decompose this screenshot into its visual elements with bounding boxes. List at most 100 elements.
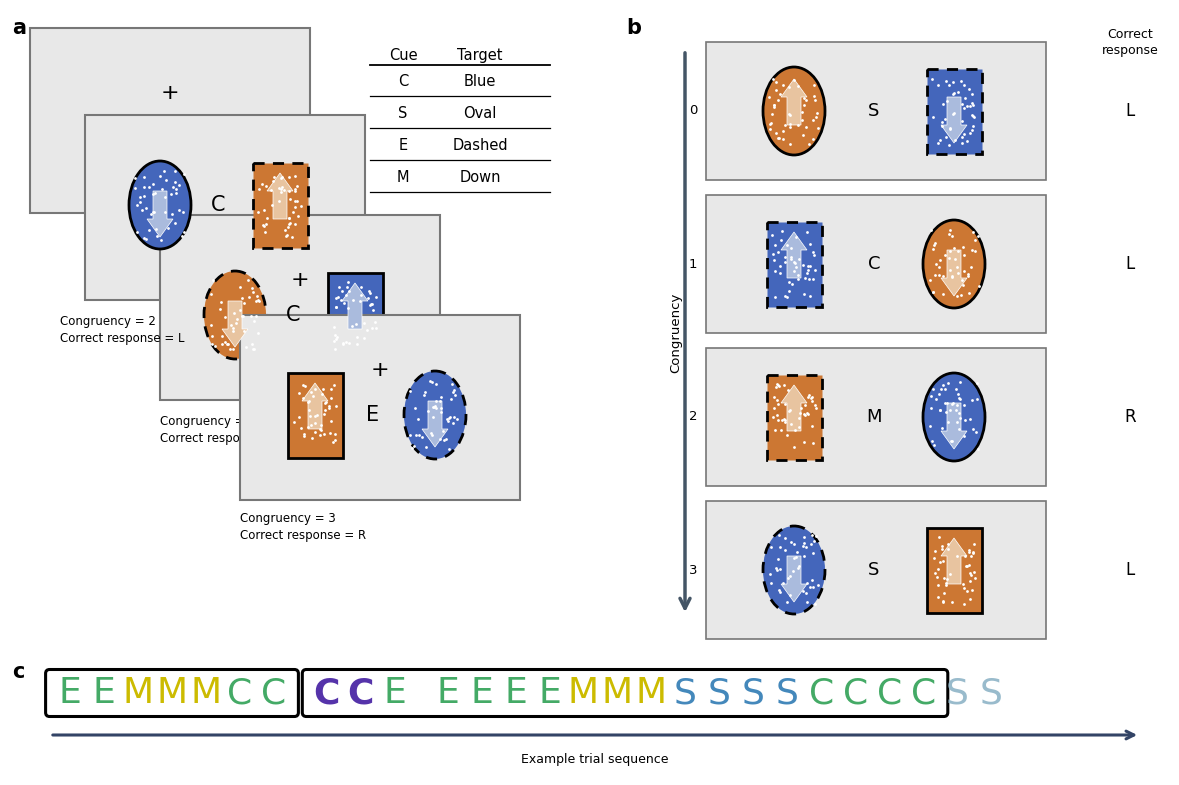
Text: Down: Down (460, 170, 501, 185)
Text: E: E (59, 676, 81, 710)
FancyBboxPatch shape (29, 28, 310, 213)
FancyBboxPatch shape (241, 315, 520, 500)
FancyBboxPatch shape (766, 221, 822, 306)
Text: L: L (1126, 102, 1134, 120)
FancyArrow shape (941, 403, 967, 449)
Text: S: S (707, 676, 731, 710)
Text: S: S (742, 676, 765, 710)
Text: C: C (348, 676, 374, 710)
FancyArrow shape (941, 538, 967, 584)
FancyBboxPatch shape (706, 348, 1046, 486)
Text: 0: 0 (689, 104, 697, 118)
FancyArrow shape (780, 232, 806, 278)
Text: L: L (1126, 561, 1134, 579)
Text: M: M (601, 676, 633, 710)
Text: E: E (470, 676, 493, 710)
Text: Blue: Blue (463, 75, 496, 89)
Text: 2: 2 (689, 411, 697, 423)
Text: a: a (12, 18, 26, 38)
FancyBboxPatch shape (288, 373, 343, 458)
Text: +: + (291, 270, 309, 290)
Text: 1: 1 (689, 257, 697, 271)
FancyBboxPatch shape (706, 501, 1046, 639)
Text: Cue: Cue (389, 48, 417, 63)
Text: C: C (262, 676, 286, 710)
FancyArrow shape (780, 556, 806, 602)
Text: Congruency = 2
Correct response = L: Congruency = 2 Correct response = L (60, 315, 184, 345)
FancyArrow shape (342, 283, 368, 329)
Text: C: C (910, 676, 936, 710)
FancyBboxPatch shape (46, 670, 298, 717)
Ellipse shape (763, 526, 825, 614)
Text: C: C (868, 255, 881, 273)
Text: R: R (1125, 408, 1135, 426)
Text: C: C (285, 305, 301, 325)
Text: M: M (191, 676, 222, 710)
FancyBboxPatch shape (160, 215, 440, 400)
Text: Congruency: Congruency (670, 292, 683, 373)
Text: S: S (868, 102, 880, 120)
FancyArrow shape (266, 173, 294, 219)
FancyArrow shape (222, 301, 248, 347)
Text: C: C (877, 676, 902, 710)
FancyBboxPatch shape (766, 374, 822, 459)
Text: C: C (314, 676, 340, 710)
Text: M: M (157, 676, 187, 710)
Text: Oval: Oval (463, 107, 496, 122)
FancyArrow shape (147, 191, 173, 237)
FancyBboxPatch shape (927, 528, 981, 612)
FancyBboxPatch shape (85, 115, 365, 300)
Text: E: E (538, 676, 561, 710)
Ellipse shape (129, 161, 191, 249)
Text: E: E (93, 676, 116, 710)
Text: S: S (980, 676, 1003, 710)
Text: C: C (228, 676, 252, 710)
Text: b: b (626, 18, 641, 38)
Text: S: S (674, 676, 697, 710)
FancyBboxPatch shape (302, 670, 948, 717)
Text: E: E (367, 405, 380, 425)
Text: E: E (505, 676, 527, 710)
Text: +: + (160, 82, 179, 103)
Text: S: S (946, 676, 969, 710)
Text: Target: Target (457, 48, 502, 63)
Text: C: C (211, 195, 225, 215)
Text: M: M (867, 408, 882, 426)
Text: E: E (399, 138, 408, 154)
Text: Dashed: Dashed (453, 138, 508, 154)
Text: Congruency = 3
Correct response = R: Congruency = 3 Correct response = R (241, 512, 367, 542)
Text: c: c (12, 662, 25, 682)
Text: M: M (568, 676, 599, 710)
FancyArrow shape (302, 383, 328, 429)
Ellipse shape (204, 271, 266, 359)
FancyArrow shape (941, 97, 967, 143)
Ellipse shape (404, 371, 466, 459)
Text: E: E (436, 676, 459, 710)
Text: +: + (370, 360, 389, 381)
Text: S: S (868, 561, 880, 579)
FancyArrow shape (780, 79, 806, 125)
FancyArrow shape (422, 401, 448, 447)
Ellipse shape (763, 67, 825, 155)
Ellipse shape (923, 220, 984, 308)
Text: S: S (399, 107, 408, 122)
FancyBboxPatch shape (706, 42, 1046, 180)
Ellipse shape (923, 373, 984, 461)
Text: C: C (809, 676, 834, 710)
FancyBboxPatch shape (328, 272, 382, 357)
FancyArrow shape (780, 385, 806, 431)
Text: M: M (397, 170, 409, 185)
FancyBboxPatch shape (927, 68, 981, 154)
Text: C: C (397, 75, 408, 89)
Text: 3: 3 (689, 564, 697, 576)
Text: Correct
response: Correct response (1101, 28, 1159, 57)
Text: E: E (383, 676, 406, 710)
FancyArrow shape (941, 250, 967, 296)
Text: C: C (843, 676, 868, 710)
Text: Congruency = 0
Correct response = R: Congruency = 0 Correct response = R (160, 415, 286, 445)
Text: Example trial sequence: Example trial sequence (521, 754, 668, 766)
Text: M: M (635, 676, 667, 710)
Text: L: L (1126, 255, 1134, 273)
FancyBboxPatch shape (252, 162, 308, 247)
Text: S: S (776, 676, 799, 710)
